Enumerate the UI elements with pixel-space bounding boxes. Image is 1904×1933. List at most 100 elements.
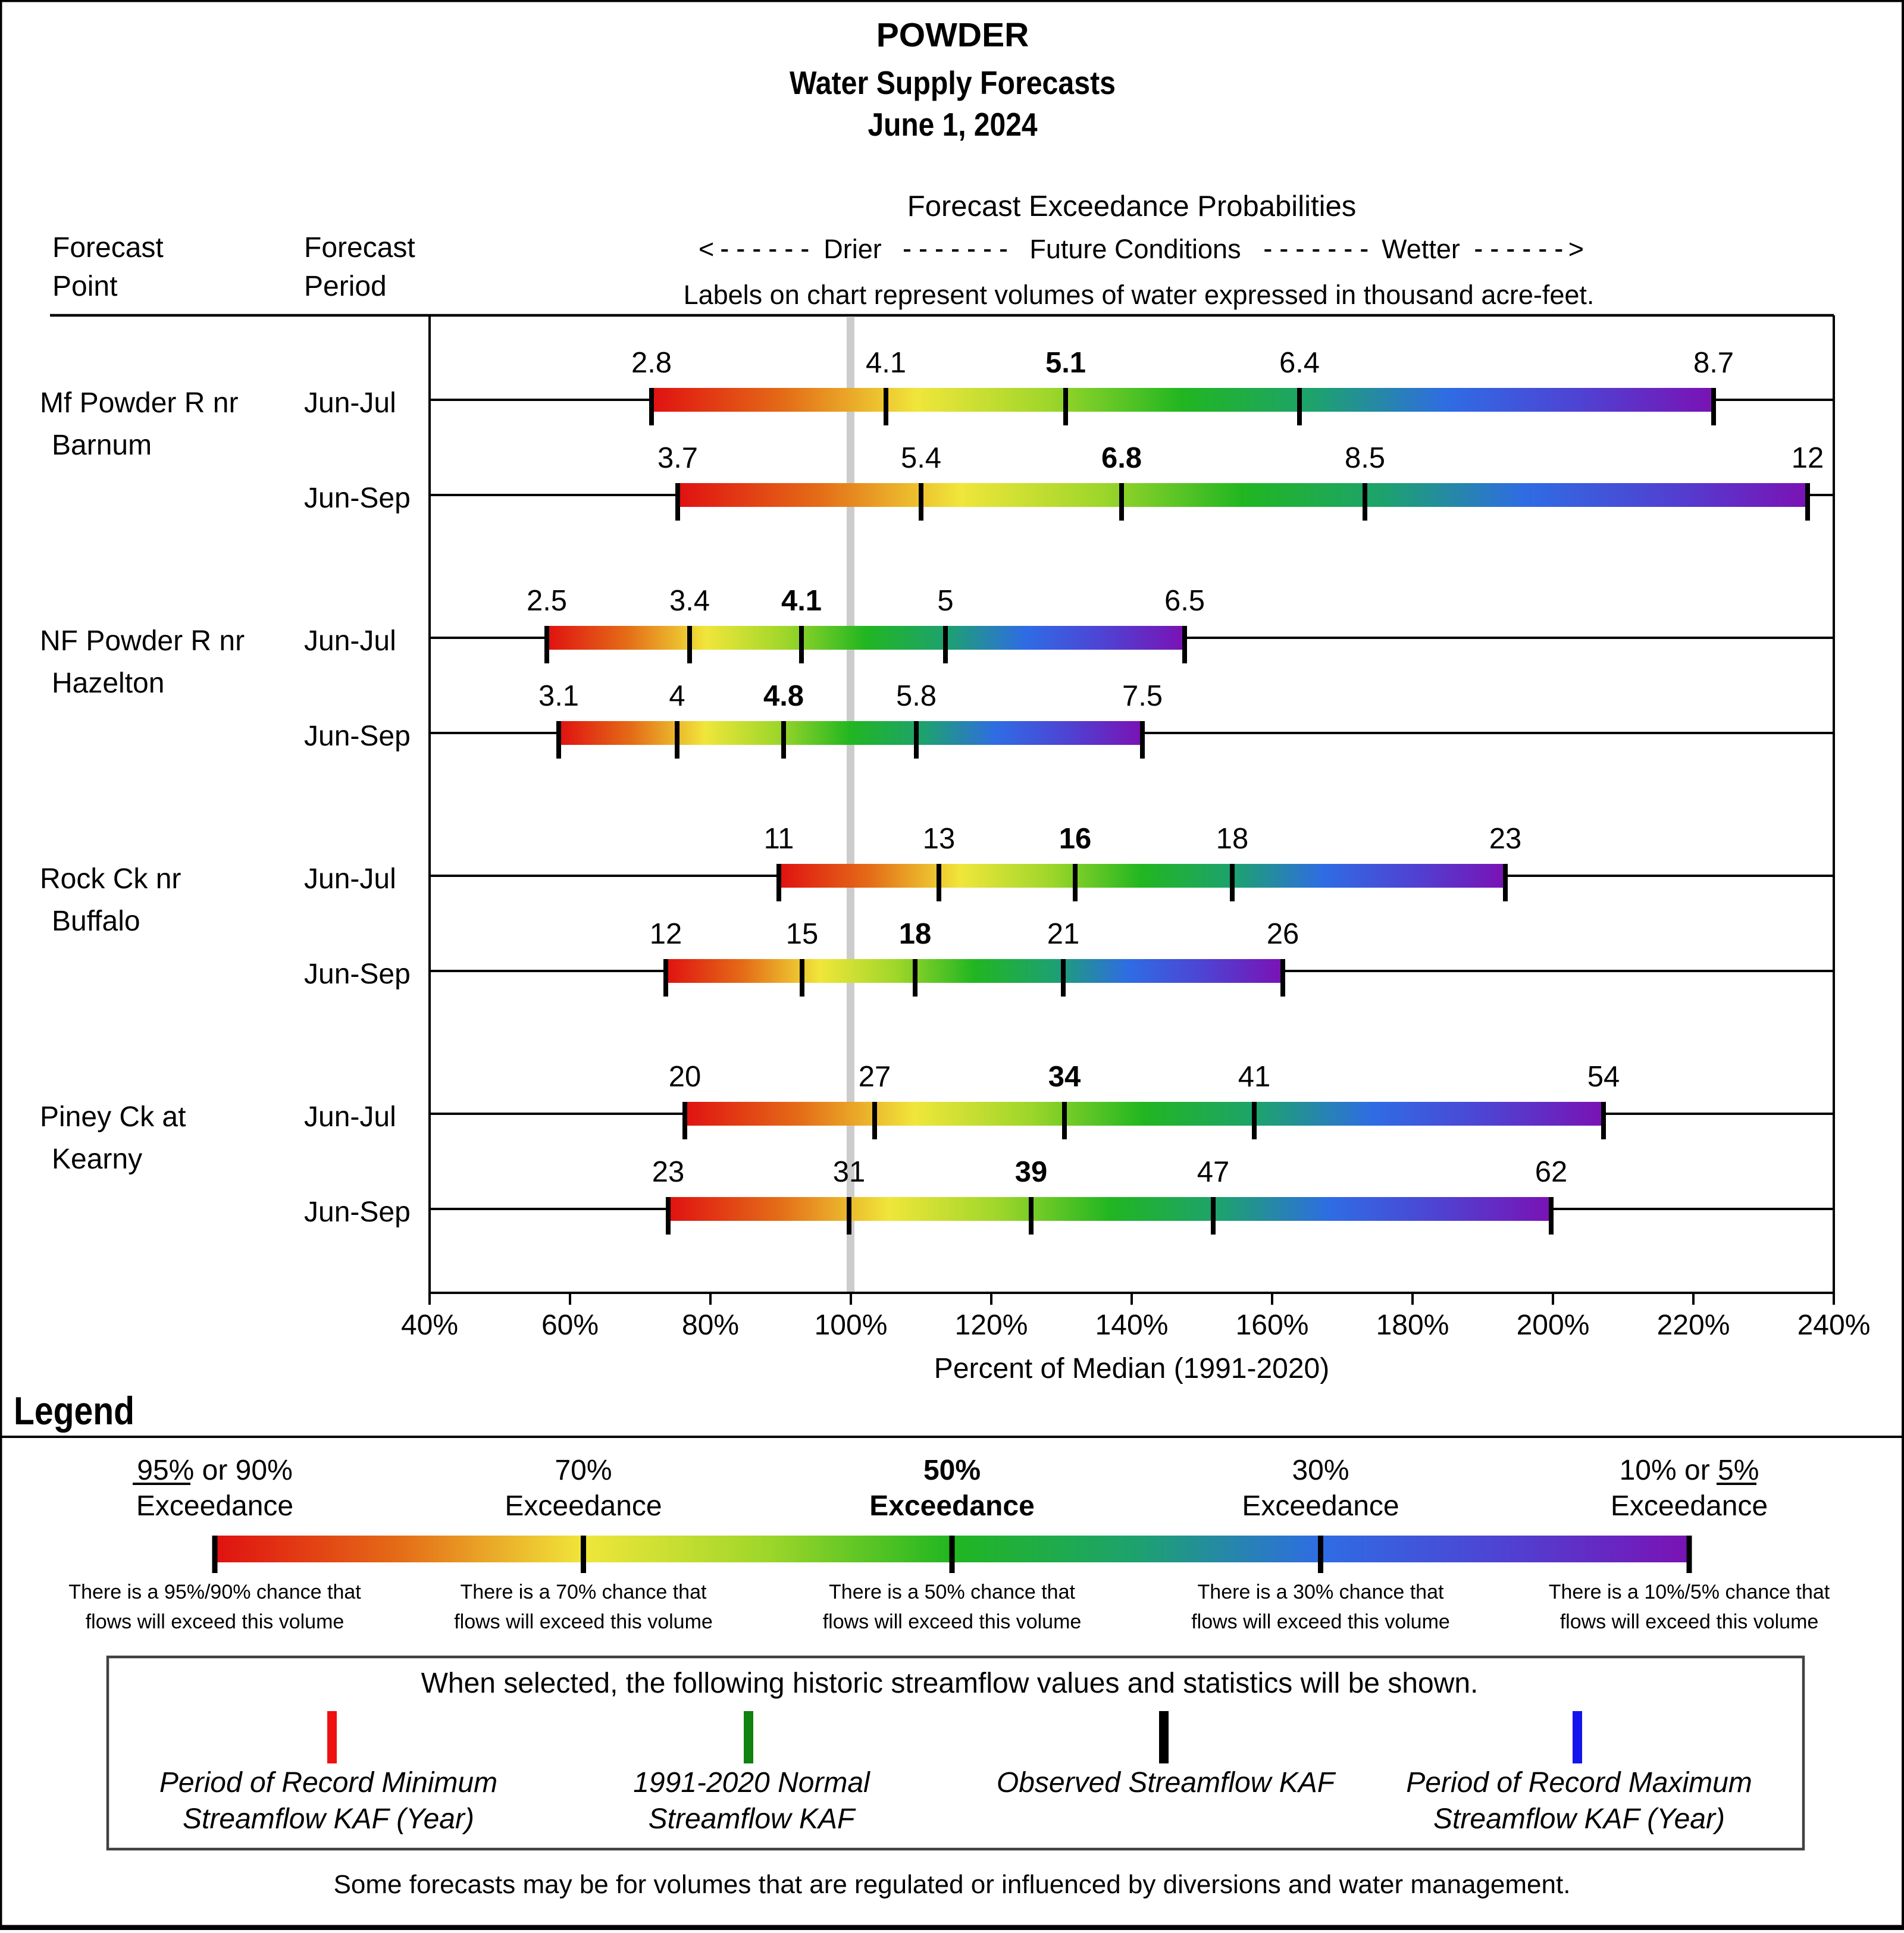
svg-text:Rock Ck nr: Rock Ck nr — [40, 863, 181, 895]
svg-text:Wetter: Wetter — [1382, 234, 1460, 264]
svg-text:Mf Powder R nr: Mf Powder R nr — [40, 387, 238, 419]
svg-text:Exceedance: Exceedance — [1242, 1490, 1399, 1522]
svg-text:7.5: 7.5 — [1122, 680, 1163, 712]
svg-text:Forecast: Forecast — [304, 232, 415, 264]
svg-text:Streamflow KAF (Year): Streamflow KAF (Year) — [183, 1803, 474, 1835]
svg-text:240%: 240% — [1797, 1309, 1871, 1341]
svg-text:Jun-Sep: Jun-Sep — [304, 1196, 411, 1228]
svg-text:20: 20 — [669, 1061, 702, 1093]
svg-text:15: 15 — [786, 918, 819, 950]
svg-text:Water Supply Forecasts: Water Supply Forecasts — [790, 64, 1116, 101]
svg-text:62: 62 — [1535, 1156, 1568, 1188]
svg-text:June 1, 2024: June 1, 2024 — [868, 106, 1038, 143]
svg-text:40%: 40% — [401, 1309, 458, 1341]
svg-text:23: 23 — [1489, 823, 1522, 855]
svg-text:Barnum: Barnum — [52, 430, 152, 461]
svg-text:Observed Streamflow KAF: Observed Streamflow KAF — [997, 1767, 1336, 1799]
svg-text:4: 4 — [669, 680, 685, 712]
svg-text:Exceedance: Exceedance — [136, 1490, 293, 1522]
svg-text:23: 23 — [652, 1156, 685, 1188]
svg-text:Forecast Exceedance Probabilit: Forecast Exceedance Probabilities — [907, 190, 1356, 223]
svg-text:Period: Period — [304, 271, 387, 302]
svg-text:100%: 100% — [815, 1309, 888, 1341]
svg-text:Kearny: Kearny — [52, 1143, 142, 1175]
svg-text:3.7: 3.7 — [657, 442, 698, 474]
svg-text:180%: 180% — [1376, 1309, 1449, 1341]
svg-text:Exceedance: Exceedance — [869, 1490, 1035, 1522]
svg-text:Drier: Drier — [823, 234, 882, 264]
svg-text:Piney Ck at: Piney Ck at — [40, 1101, 186, 1133]
svg-text:2.5: 2.5 — [527, 585, 567, 617]
svg-text:There is a 70% chance that: There is a 70% chance that — [461, 1581, 707, 1603]
svg-text:8.7: 8.7 — [1693, 347, 1734, 379]
svg-text:Jun-Jul: Jun-Jul — [304, 387, 396, 419]
svg-text:1991-2020 Normal: 1991-2020 Normal — [633, 1767, 870, 1799]
svg-text:Exceedance: Exceedance — [505, 1490, 662, 1522]
svg-text:54: 54 — [1587, 1061, 1620, 1093]
svg-text:21: 21 — [1047, 918, 1080, 950]
svg-text:Legend: Legend — [14, 1389, 134, 1433]
svg-text:220%: 220% — [1657, 1309, 1730, 1341]
svg-text:Jun-Sep: Jun-Sep — [304, 720, 411, 752]
svg-text:Jun-Jul: Jun-Jul — [304, 863, 396, 895]
svg-text:95% or 90%: 95% or 90% — [137, 1455, 293, 1486]
svg-text:Hazelton: Hazelton — [52, 668, 164, 699]
svg-text:>: > — [1568, 234, 1584, 264]
svg-text:4.1: 4.1 — [866, 347, 906, 379]
svg-text:11: 11 — [764, 823, 794, 855]
svg-text:18: 18 — [899, 918, 932, 950]
svg-text:4.1: 4.1 — [781, 585, 822, 617]
svg-text:160%: 160% — [1236, 1309, 1309, 1341]
svg-text:41: 41 — [1238, 1061, 1271, 1093]
svg-text:60%: 60% — [541, 1309, 599, 1341]
svg-text:10% or 5%: 10% or 5% — [1620, 1455, 1759, 1486]
svg-text:Forecast: Forecast — [52, 232, 164, 264]
svg-text:70%: 70% — [555, 1455, 612, 1486]
svg-text:Labels on chart represent volu: Labels on chart represent volumes of wat… — [684, 280, 1595, 310]
svg-text:200%: 200% — [1517, 1309, 1590, 1341]
svg-text:5.8: 5.8 — [896, 680, 937, 712]
svg-text:12: 12 — [1792, 442, 1824, 474]
svg-text:30%: 30% — [1292, 1455, 1349, 1486]
svg-text:Period of Record Maximum: Period of Record Maximum — [1406, 1767, 1752, 1799]
svg-text:<: < — [699, 234, 714, 264]
svg-text:8.5: 8.5 — [1345, 442, 1385, 474]
svg-text:When selected, the following h: When selected, the following historic st… — [421, 1668, 1479, 1699]
svg-text:5.4: 5.4 — [901, 442, 941, 474]
svg-text:3.4: 3.4 — [669, 585, 710, 617]
svg-text:Jun-Sep: Jun-Sep — [304, 483, 411, 514]
svg-text:5.1: 5.1 — [1045, 347, 1086, 379]
svg-text:There is a 30% chance that: There is a 30% chance that — [1198, 1581, 1444, 1603]
svg-text:POWDER: POWDER — [876, 16, 1029, 54]
svg-text:Jun-Sep: Jun-Sep — [304, 958, 411, 990]
svg-text:5: 5 — [937, 585, 953, 617]
svg-text:31: 31 — [833, 1156, 866, 1188]
svg-text:27: 27 — [859, 1061, 891, 1093]
svg-text:Some forecasts may be for volu: Some forecasts may be for volumes that a… — [334, 1870, 1571, 1899]
svg-text:120%: 120% — [955, 1309, 1028, 1341]
svg-text:There is a 95%/90% chance that: There is a 95%/90% chance that — [68, 1581, 361, 1603]
svg-text:Percent of Median (1991-2020): Percent of Median (1991-2020) — [934, 1353, 1329, 1384]
svg-text:47: 47 — [1197, 1156, 1230, 1188]
svg-text:6.5: 6.5 — [1164, 585, 1205, 617]
svg-text:flows will exceed this volume: flows will exceed this volume — [454, 1611, 713, 1633]
svg-text:Point: Point — [52, 271, 117, 302]
svg-text:flows will exceed this volume: flows will exceed this volume — [1191, 1611, 1450, 1633]
svg-text:NF Powder R nr: NF Powder R nr — [40, 625, 245, 657]
svg-text:16: 16 — [1059, 823, 1092, 855]
svg-text:13: 13 — [923, 823, 956, 855]
svg-text:50%: 50% — [923, 1455, 981, 1486]
svg-text:Period of Record Minimum: Period of Record Minimum — [159, 1767, 497, 1799]
svg-text:Streamflow KAF (Year): Streamflow KAF (Year) — [1433, 1803, 1725, 1835]
svg-text:flows will exceed this volume: flows will exceed this volume — [1560, 1611, 1819, 1633]
svg-text:3.1: 3.1 — [538, 680, 579, 712]
svg-text:4.8: 4.8 — [763, 680, 804, 712]
svg-text:Buffalo: Buffalo — [52, 906, 140, 937]
svg-text:Streamflow KAF: Streamflow KAF — [649, 1803, 856, 1835]
svg-text:Future Conditions: Future Conditions — [1029, 234, 1241, 264]
svg-text:140%: 140% — [1095, 1309, 1169, 1341]
svg-text:6.8: 6.8 — [1101, 442, 1142, 474]
svg-text:Jun-Jul: Jun-Jul — [304, 1101, 396, 1133]
svg-text:26: 26 — [1267, 918, 1299, 950]
svg-text:There is a 50% chance that: There is a 50% chance that — [829, 1581, 1075, 1603]
